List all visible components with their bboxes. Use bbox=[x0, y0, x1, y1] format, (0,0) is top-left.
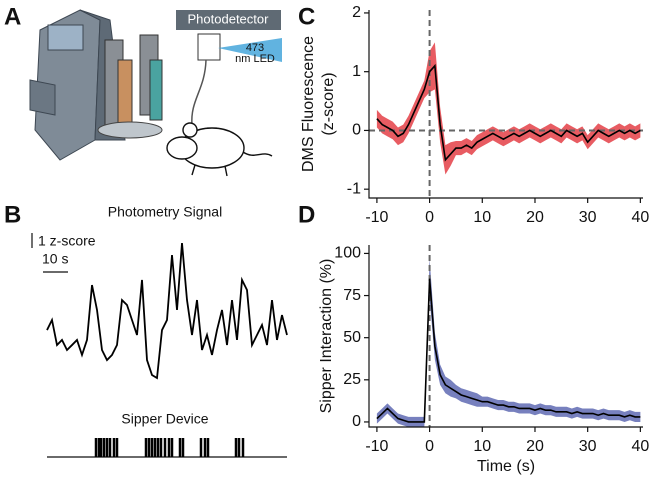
chart-title: Sipper Device bbox=[121, 411, 208, 427]
led-label: 473 bbox=[246, 42, 264, 54]
panel-label: B bbox=[4, 201, 21, 228]
y-axis-label: DMS Fluorescence bbox=[300, 36, 317, 172]
y-tick-label: 0 bbox=[352, 122, 361, 139]
y-axis-label: (z-score) bbox=[320, 72, 337, 135]
panel-label: C bbox=[298, 3, 315, 30]
x-tick-label: 10 bbox=[473, 438, 491, 455]
x-tick-label: 0 bbox=[425, 209, 434, 226]
panel-label: D bbox=[298, 201, 315, 228]
device-illustration bbox=[29, 9, 163, 161]
detector-box bbox=[176, 10, 281, 30]
axis-spine bbox=[368, 10, 643, 199]
scale-label: 10 s bbox=[42, 251, 68, 267]
x-tick-label: 40 bbox=[631, 438, 649, 455]
detector-label: Photodetector bbox=[188, 11, 270, 26]
mean-line bbox=[376, 278, 641, 423]
error-band bbox=[376, 258, 641, 427]
led-label: nm LED bbox=[235, 53, 275, 65]
x-tick-label: -10 bbox=[365, 438, 388, 455]
x-axis-label: Time (s) bbox=[477, 458, 535, 475]
y-tick-label: 0 bbox=[352, 413, 361, 430]
axis-spine bbox=[368, 245, 643, 428]
y-tick-label: 25 bbox=[343, 371, 361, 388]
x-tick-label: 30 bbox=[579, 438, 597, 455]
panel-label: A bbox=[4, 3, 21, 30]
y-tick-label: 1 bbox=[352, 63, 361, 80]
y-tick-label: 50 bbox=[343, 329, 361, 346]
chart-title: Photometry Signal bbox=[108, 204, 222, 220]
y-tick-label: 2 bbox=[352, 4, 361, 21]
x-tick-label: 10 bbox=[473, 209, 491, 226]
x-tick-label: 20 bbox=[526, 209, 544, 226]
y-axis-label: Sipper Interaction (%) bbox=[318, 259, 335, 414]
x-tick-label: 30 bbox=[579, 209, 597, 226]
x-tick-label: -10 bbox=[365, 209, 388, 226]
y-tick-label: -1 bbox=[347, 180, 361, 197]
signal-trace bbox=[46, 242, 288, 380]
y-tick-label: 75 bbox=[343, 287, 361, 304]
fiber bbox=[191, 59, 207, 126]
x-tick-label: 0 bbox=[425, 438, 434, 455]
mouse-illustration bbox=[166, 122, 273, 177]
x-tick-label: 40 bbox=[631, 209, 649, 226]
scale-label: 1 z-score bbox=[38, 233, 96, 249]
x-tick-label: 20 bbox=[526, 438, 544, 455]
filter-cube bbox=[197, 33, 221, 61]
led-beam bbox=[218, 38, 282, 62]
mean-line bbox=[376, 63, 641, 162]
y-tick-label: 100 bbox=[334, 245, 361, 262]
